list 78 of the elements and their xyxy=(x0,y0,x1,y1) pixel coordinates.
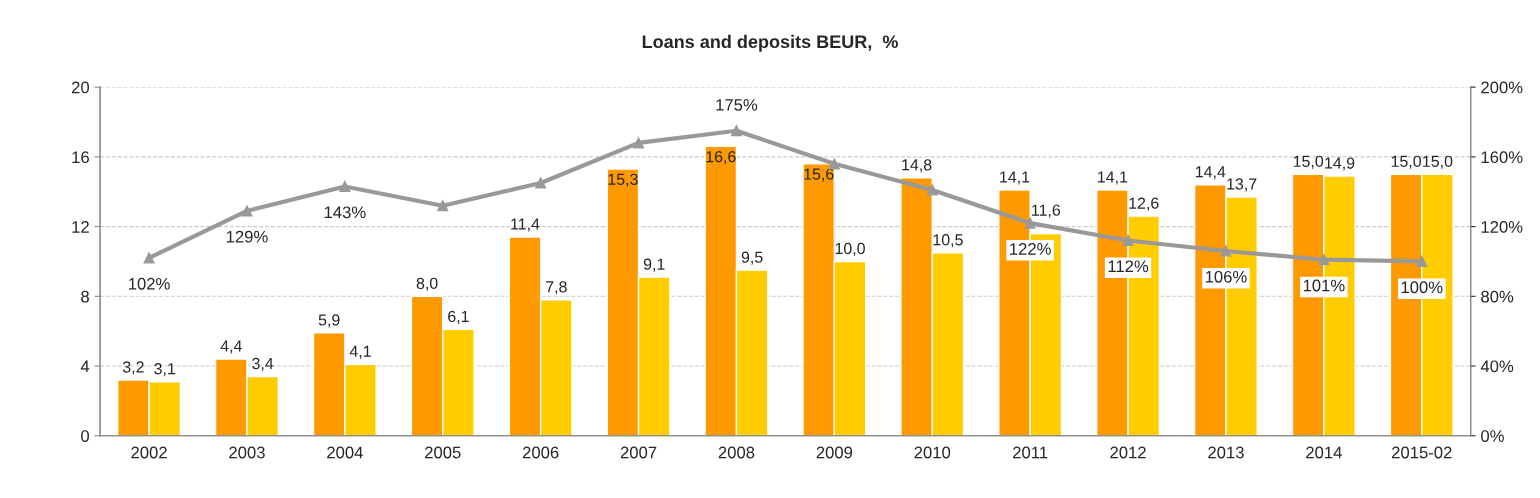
data-label: 122% xyxy=(1010,242,1051,255)
data-label: 14,1 xyxy=(1098,171,1128,185)
x-tick-label: 2005 xyxy=(425,446,461,459)
data-label: 129% xyxy=(226,230,268,243)
data-label: 6,1 xyxy=(448,310,469,324)
point xyxy=(1024,217,1036,229)
data-label: 16,6 xyxy=(706,151,736,165)
y-tick-label: 12 xyxy=(72,220,89,233)
data-label: 11,6 xyxy=(1032,204,1061,218)
data-label: 10,5 xyxy=(933,234,963,248)
data-label: 9,1 xyxy=(643,258,665,272)
y2-tick-label: 120% xyxy=(1481,220,1523,233)
point xyxy=(1318,254,1330,266)
point xyxy=(632,137,645,149)
data-label: 106% xyxy=(1205,270,1247,283)
y2-tick-label: 40% xyxy=(1480,360,1514,373)
point xyxy=(730,125,743,137)
data-label: 9,5 xyxy=(741,251,763,265)
data-label: 175% xyxy=(716,99,758,111)
y2-tick-label: 200% xyxy=(1481,81,1523,94)
x-tick-label: 2010 xyxy=(914,446,951,459)
data-label: 5,9 xyxy=(318,314,340,328)
data-label: 4,1 xyxy=(349,345,371,359)
data-label: 14,4 xyxy=(1195,166,1226,180)
y2-tick-label: 0% xyxy=(1481,430,1504,442)
x-tick-label: 2008 xyxy=(718,446,755,459)
y-tick-label: 4 xyxy=(80,360,90,373)
x-tick-label: 2015-02 xyxy=(1392,446,1452,459)
x-tick-label: 2014 xyxy=(1306,446,1342,459)
data-label: 14,1 xyxy=(1000,171,1030,185)
data-label: 15,3 xyxy=(608,173,638,187)
data-label: 4,4 xyxy=(220,340,242,354)
data-label: 10,0 xyxy=(835,242,865,257)
point xyxy=(1416,255,1428,268)
data-label: 13,7 xyxy=(1227,178,1257,192)
y-tick-label: 0 xyxy=(81,430,90,442)
data-label: 15,0 xyxy=(1423,155,1453,169)
data-label: 3,1 xyxy=(154,363,176,377)
data-label: 101% xyxy=(1303,279,1345,292)
point xyxy=(535,177,547,189)
point xyxy=(143,252,155,264)
data-label: 7,8 xyxy=(546,281,567,295)
point xyxy=(437,200,449,212)
data-label: 15,0 xyxy=(1391,155,1422,169)
x-tick-label: 2003 xyxy=(229,446,265,459)
x-tick-label: 2012 xyxy=(1110,446,1146,459)
x-tick-label: 2009 xyxy=(816,446,853,459)
data-label: 143% xyxy=(324,206,366,219)
data-label: 11,4 xyxy=(511,218,540,232)
x-tick-label: 2011 xyxy=(1013,446,1048,459)
data-label: 100% xyxy=(1401,281,1443,294)
x-tick-label: 2013 xyxy=(1208,446,1244,459)
point xyxy=(1220,245,1232,257)
x-tick-label: 2006 xyxy=(522,446,559,459)
data-label: 3,2 xyxy=(122,361,144,375)
y2-tick-label: 160% xyxy=(1481,151,1523,164)
chart-title: Loans and deposits BEUR, % xyxy=(642,34,898,52)
data-label: 3,4 xyxy=(252,357,274,372)
x-tick-label: 2004 xyxy=(327,446,363,459)
point xyxy=(339,180,351,193)
point xyxy=(241,205,253,217)
data-label: 102% xyxy=(129,277,170,290)
point xyxy=(1122,234,1134,247)
y-tick-label: 20 xyxy=(71,81,90,94)
data-label: 15,0 xyxy=(1293,155,1324,169)
point xyxy=(926,184,938,196)
x-tick-label: 2007 xyxy=(620,446,657,459)
data-label: 15,6 xyxy=(804,168,834,182)
x-tick-label: 2002 xyxy=(131,446,167,459)
y-tick-label: 8 xyxy=(81,290,89,303)
data-label: 14,8 xyxy=(902,159,932,173)
data-label: 112% xyxy=(1108,260,1149,273)
data-label: 12,6 xyxy=(1129,197,1159,211)
data-label: 14,9 xyxy=(1325,157,1355,171)
y-tick-label: 16 xyxy=(72,151,89,164)
point xyxy=(828,158,840,170)
y2-tick-label: 80% xyxy=(1481,290,1514,303)
data-label: 8,0 xyxy=(416,277,438,291)
